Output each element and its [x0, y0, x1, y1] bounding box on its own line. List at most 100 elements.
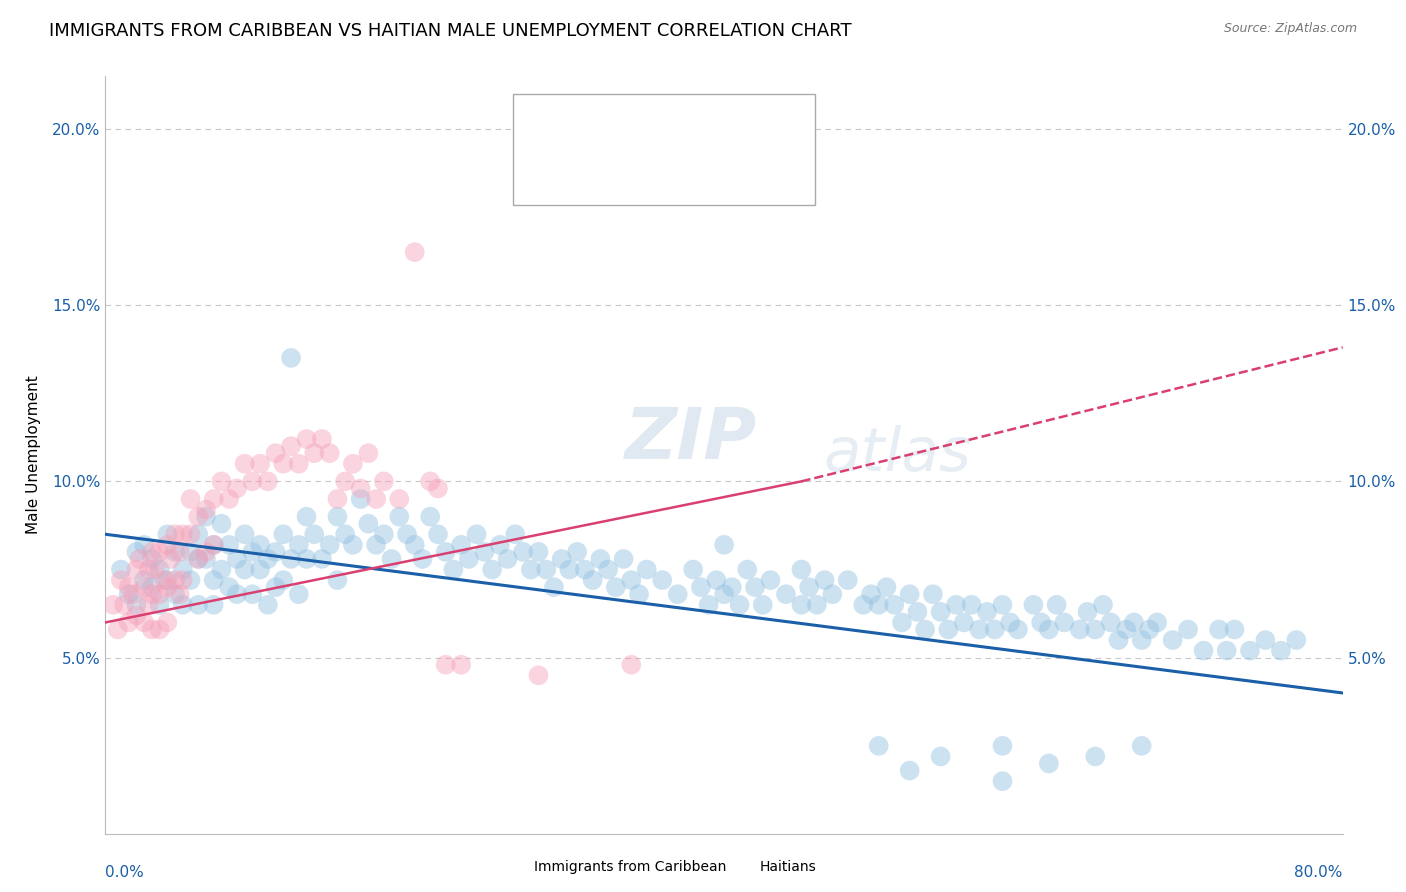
- Point: [311, 432, 333, 446]
- Point: [326, 509, 349, 524]
- Point: [852, 598, 875, 612]
- Point: [242, 545, 264, 559]
- Point: [620, 573, 643, 587]
- Text: 80.0%: 80.0%: [1295, 864, 1343, 880]
- Point: [287, 457, 309, 471]
- Point: [868, 739, 890, 753]
- Point: [143, 562, 166, 576]
- Point: [242, 475, 264, 489]
- Point: [141, 587, 163, 601]
- Point: [1285, 633, 1308, 648]
- Point: [335, 527, 357, 541]
- Point: [163, 573, 186, 587]
- Point: [304, 446, 326, 460]
- Y-axis label: Male Unemployment: Male Unemployment: [27, 376, 41, 534]
- Point: [728, 598, 751, 612]
- Point: [898, 587, 921, 601]
- Point: [233, 457, 256, 471]
- Text: N =: N =: [697, 164, 731, 179]
- Point: [202, 598, 225, 612]
- Point: [898, 764, 921, 778]
- Point: [211, 562, 233, 576]
- Text: atlas: atlas: [823, 425, 972, 484]
- Point: [868, 598, 890, 612]
- Point: [163, 587, 186, 601]
- Point: [187, 509, 209, 524]
- Point: [813, 573, 835, 587]
- Point: [799, 580, 821, 594]
- Point: [953, 615, 976, 630]
- Point: [426, 482, 449, 496]
- Text: 143: 143: [747, 121, 779, 136]
- Point: [304, 527, 326, 541]
- Point: [388, 491, 411, 506]
- Point: [349, 482, 371, 496]
- Point: [520, 562, 543, 576]
- Point: [138, 562, 160, 576]
- Point: [534, 562, 557, 576]
- Point: [180, 491, 202, 506]
- Point: [1123, 615, 1146, 630]
- Point: [132, 615, 156, 630]
- Point: [169, 587, 191, 601]
- Point: [295, 552, 318, 566]
- Point: [141, 545, 163, 559]
- Point: [404, 245, 426, 260]
- Point: [141, 580, 163, 594]
- Point: [118, 587, 141, 601]
- Point: [118, 615, 141, 630]
- Point: [411, 552, 433, 566]
- Point: [891, 615, 914, 630]
- Point: [744, 580, 766, 594]
- Point: [1092, 598, 1115, 612]
- Point: [380, 552, 402, 566]
- Point: [1270, 643, 1292, 657]
- Point: [364, 491, 387, 506]
- Point: [172, 598, 194, 612]
- Point: [875, 580, 898, 594]
- Point: [125, 545, 148, 559]
- Point: [1108, 633, 1130, 648]
- Point: [153, 573, 176, 587]
- Point: [598, 562, 620, 576]
- Point: [132, 573, 156, 587]
- Point: [211, 516, 233, 531]
- Point: [1084, 623, 1107, 637]
- Point: [180, 545, 202, 559]
- Point: [149, 545, 172, 559]
- Point: [202, 491, 225, 506]
- Point: [211, 475, 233, 489]
- Point: [1215, 643, 1237, 657]
- Point: [636, 562, 658, 576]
- Point: [194, 509, 217, 524]
- Point: [180, 573, 202, 587]
- Point: [574, 562, 596, 576]
- Point: [357, 516, 380, 531]
- Point: [125, 608, 148, 623]
- Point: [1099, 615, 1122, 630]
- Point: [218, 491, 240, 506]
- Text: R =: R =: [568, 121, 602, 136]
- Point: [187, 527, 209, 541]
- Point: [960, 598, 983, 612]
- Point: [1038, 623, 1060, 637]
- Point: [249, 562, 271, 576]
- Point: [790, 598, 813, 612]
- Point: [159, 552, 181, 566]
- Point: [404, 538, 426, 552]
- Point: [1084, 749, 1107, 764]
- Point: [983, 623, 1005, 637]
- Point: [1007, 623, 1029, 637]
- Point: [481, 562, 503, 576]
- Point: [1130, 633, 1153, 648]
- Point: [1022, 598, 1045, 612]
- Point: [620, 657, 643, 672]
- Point: [396, 527, 419, 541]
- Point: [496, 552, 519, 566]
- Point: [110, 562, 132, 576]
- Point: [273, 457, 295, 471]
- Point: [264, 545, 287, 559]
- Point: [138, 598, 160, 612]
- Point: [225, 482, 249, 496]
- Point: [991, 598, 1014, 612]
